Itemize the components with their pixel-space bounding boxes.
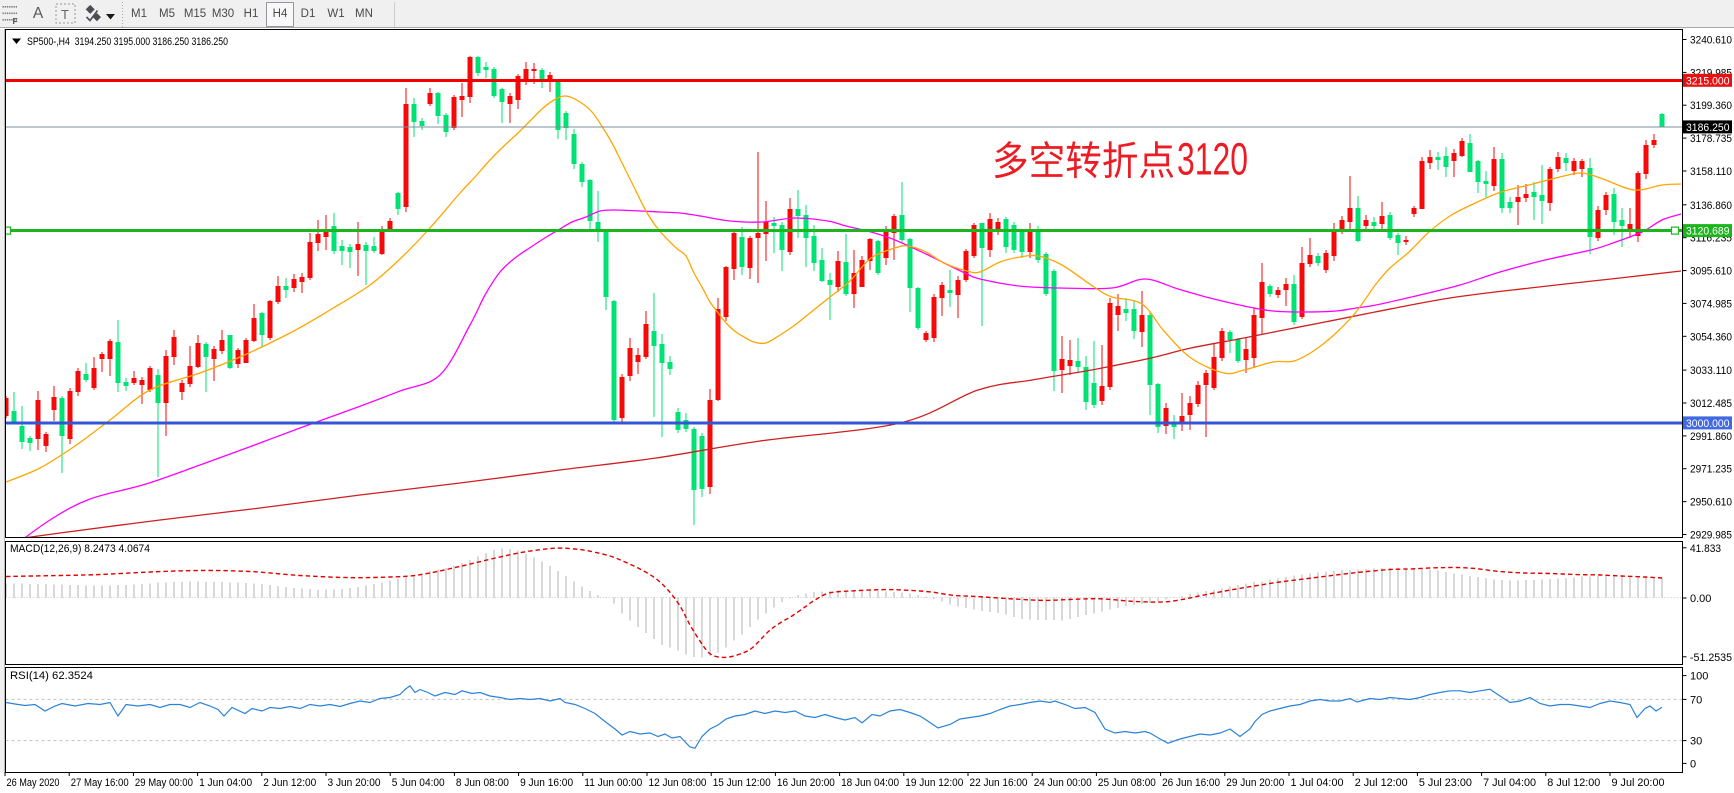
- svg-text:27 May 16:00: 27 May 16:00: [71, 777, 129, 789]
- svg-text:29 Jun 20:00: 29 Jun 20:00: [1226, 777, 1284, 789]
- svg-text:26 Jun 16:00: 26 Jun 16:00: [1162, 777, 1220, 789]
- svg-text:30: 30: [1690, 736, 1702, 748]
- svg-text:T: T: [61, 7, 69, 22]
- svg-text:3 Jun 20:00: 3 Jun 20:00: [328, 777, 381, 789]
- svg-text:3158.110: 3158.110: [1690, 166, 1732, 178]
- svg-text:3136.860: 3136.860: [1690, 200, 1732, 212]
- svg-text:0: 0: [1690, 758, 1696, 770]
- svg-text:22 Jun 16:00: 22 Jun 16:00: [970, 777, 1028, 789]
- svg-text:15 Jun 12:00: 15 Jun 12:00: [713, 777, 771, 789]
- svg-text:7 Jul 04:00: 7 Jul 04:00: [1483, 777, 1536, 789]
- svg-text:1 Jun 04:00: 1 Jun 04:00: [199, 777, 252, 789]
- svg-text:3186.250: 3186.250: [1686, 122, 1730, 134]
- svg-text:3120: 3120: [1177, 134, 1248, 185]
- svg-text:3240.610: 3240.610: [1690, 35, 1732, 47]
- svg-text:2971.235: 2971.235: [1690, 464, 1732, 476]
- svg-text:3199.360: 3199.360: [1690, 100, 1732, 112]
- svg-text:3012.485: 3012.485: [1690, 398, 1732, 410]
- svg-text:8 Jun 08:00: 8 Jun 08:00: [456, 777, 509, 789]
- svg-text:2929.985: 2929.985: [1690, 530, 1732, 542]
- svg-text:70: 70: [1690, 694, 1702, 706]
- svg-text:2 Jun 12:00: 2 Jun 12:00: [263, 777, 316, 789]
- svg-text:3215.000: 3215.000: [1686, 75, 1730, 87]
- svg-text:3033.110: 3033.110: [1690, 365, 1732, 377]
- svg-text:3178.735: 3178.735: [1690, 133, 1732, 145]
- svg-text:1 Jul 04:00: 1 Jul 04:00: [1291, 777, 1344, 789]
- svg-text:9 Jul 20:00: 9 Jul 20:00: [1612, 777, 1665, 789]
- svg-text:5 Jul 23:00: 5 Jul 23:00: [1419, 777, 1472, 789]
- svg-text:24 Jun 00:00: 24 Jun 00:00: [1034, 777, 1092, 789]
- svg-text:2950.610: 2950.610: [1690, 497, 1732, 509]
- svg-text:F: F: [13, 16, 18, 26]
- svg-text:3074.985: 3074.985: [1690, 298, 1732, 310]
- svg-text:16 Jun 20:00: 16 Jun 20:00: [777, 777, 835, 789]
- svg-text:18 Jun 04:00: 18 Jun 04:00: [841, 777, 899, 789]
- svg-text:3095.610: 3095.610: [1690, 266, 1732, 278]
- svg-text:SP500-,H4 3194.250 3195.000 3: SP500-,H4 3194.250 3195.000 3186.250 318…: [27, 36, 228, 48]
- svg-text:26 May 2020: 26 May 2020: [7, 777, 60, 789]
- svg-text:12 Jun 08:00: 12 Jun 08:00: [649, 777, 707, 789]
- svg-text:0.00: 0.00: [1690, 593, 1711, 605]
- svg-text:100: 100: [1690, 671, 1708, 683]
- svg-text:3120.689: 3120.689: [1686, 226, 1730, 238]
- svg-text:8 Jul 12:00: 8 Jul 12:00: [1547, 777, 1600, 789]
- svg-text:19 Jun 12:00: 19 Jun 12:00: [905, 777, 963, 789]
- svg-text:2 Jul 12:00: 2 Jul 12:00: [1355, 777, 1408, 789]
- svg-text:9 Jun 16:00: 9 Jun 16:00: [520, 777, 573, 789]
- svg-text:3054.360: 3054.360: [1690, 331, 1732, 343]
- svg-text:MACD(12,26,9) 8.2473 4.0674: MACD(12,26,9) 8.2473 4.0674: [10, 543, 150, 555]
- svg-text:2991.860: 2991.860: [1690, 431, 1732, 443]
- svg-text:RSI(14) 62.3524: RSI(14) 62.3524: [10, 670, 93, 682]
- svg-text:25 Jun 08:00: 25 Jun 08:00: [1098, 777, 1156, 789]
- svg-text:11 Jun 00:00: 11 Jun 00:00: [584, 777, 642, 789]
- svg-text:-51.2535: -51.2535: [1690, 652, 1732, 664]
- svg-text:5 Jun 04:00: 5 Jun 04:00: [392, 777, 445, 789]
- svg-text:3000.000: 3000.000: [1686, 418, 1730, 430]
- svg-text:41.833: 41.833: [1690, 543, 1721, 555]
- svg-text:29 May 00:00: 29 May 00:00: [135, 777, 193, 789]
